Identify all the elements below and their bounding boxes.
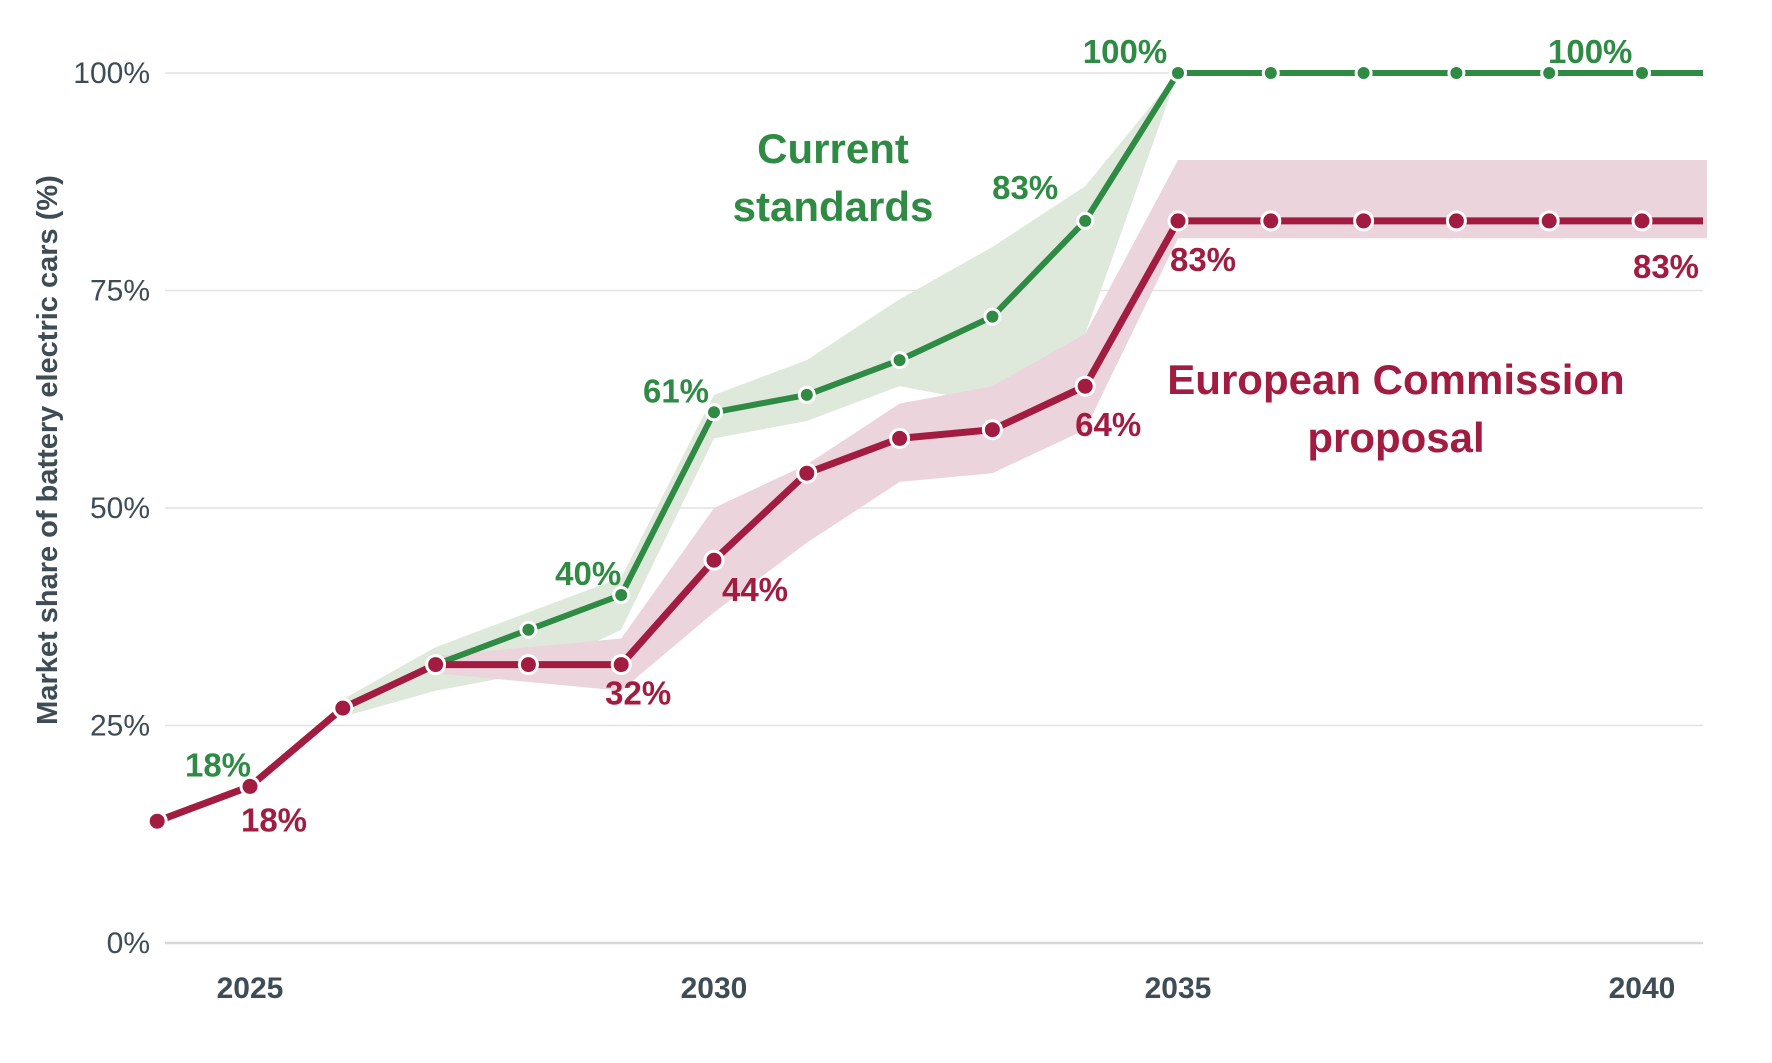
data-point-ec-proposal	[1167, 210, 1189, 232]
data-label-current-standards: 83%	[992, 169, 1058, 206]
data-point-current-standards	[1261, 64, 1280, 82]
data-label-ec-proposal: 83%	[1170, 241, 1236, 278]
data-point-current-standards	[519, 620, 538, 639]
x-axis-tick-label: 2030	[681, 972, 748, 1005]
data-point-ec-proposal	[981, 419, 1003, 441]
data-label-current-standards: 40%	[555, 555, 621, 592]
y-axis-tick-label: 0%	[107, 927, 150, 960]
series-band-current-standards	[342, 73, 1178, 717]
y-axis-tick-label: 75%	[90, 275, 150, 308]
data-label-ec-proposal: 44%	[722, 571, 788, 608]
series-annotation-current-standards: Current standards	[733, 125, 934, 230]
data-point-current-standards	[1540, 64, 1559, 82]
data-point-current-standards	[1169, 64, 1187, 82]
data-point-ec-proposal	[425, 654, 447, 676]
data-label-current-standards: 100%	[1083, 33, 1167, 70]
data-label-ec-proposal: 64%	[1075, 406, 1141, 443]
data-point-current-standards	[1633, 64, 1651, 82]
data-label-current-standards: 61%	[643, 372, 709, 409]
y-axis-tick-label: 100%	[73, 57, 150, 90]
data-point-ec-proposal	[239, 775, 261, 797]
data-label-current-standards: 100%	[1548, 33, 1632, 70]
data-point-ec-proposal	[332, 697, 354, 719]
data-point-ec-proposal	[1353, 210, 1375, 232]
data-point-ec-proposal	[1260, 210, 1282, 232]
data-point-ec-proposal	[1631, 210, 1653, 232]
x-axis-tick-label: 2025	[217, 972, 284, 1005]
y-axis-tick-label: 25%	[90, 710, 150, 743]
data-point-current-standards	[1447, 64, 1466, 82]
data-label-ec-proposal: 83%	[1633, 248, 1699, 285]
data-point-current-standards	[983, 307, 1002, 326]
data-point-ec-proposal	[1445, 210, 1467, 232]
data-point-ec-proposal	[796, 462, 818, 484]
x-axis-tick-label: 2040	[1609, 972, 1676, 1005]
data-point-ec-proposal	[703, 549, 725, 571]
data-point-ec-proposal	[889, 427, 911, 449]
data-point-current-standards	[705, 403, 723, 422]
y-axis-tick-label: 50%	[90, 492, 150, 525]
data-point-ec-proposal	[610, 654, 632, 676]
data-label-ec-proposal: 18%	[241, 801, 307, 838]
y-axis-title: Market share of battery electric cars (%…	[32, 175, 64, 725]
data-label-current-standards: 18%	[185, 746, 251, 783]
data-point-ec-proposal	[146, 810, 168, 832]
data-point-ec-proposal	[1538, 210, 1560, 232]
series-band-ec-proposal	[435, 160, 1707, 691]
series-line-ec-proposal	[155, 217, 1703, 825]
series-annotation-ec-proposal: European Commission proposal	[1167, 356, 1624, 461]
data-point-current-standards	[612, 586, 631, 604]
x-axis: 2025 2030 2035 2040	[217, 972, 1676, 1005]
data-point-current-standards	[797, 385, 816, 404]
data-point-ec-proposal	[1074, 375, 1096, 397]
data-point-current-standards	[1076, 211, 1095, 230]
data-point-ec-proposal	[517, 654, 539, 676]
data-point-current-standards	[890, 351, 909, 370]
data-label-ec-proposal: 32%	[605, 675, 671, 712]
data-point-current-standards	[1354, 64, 1373, 82]
x-axis-tick-label: 2035	[1145, 972, 1212, 1005]
